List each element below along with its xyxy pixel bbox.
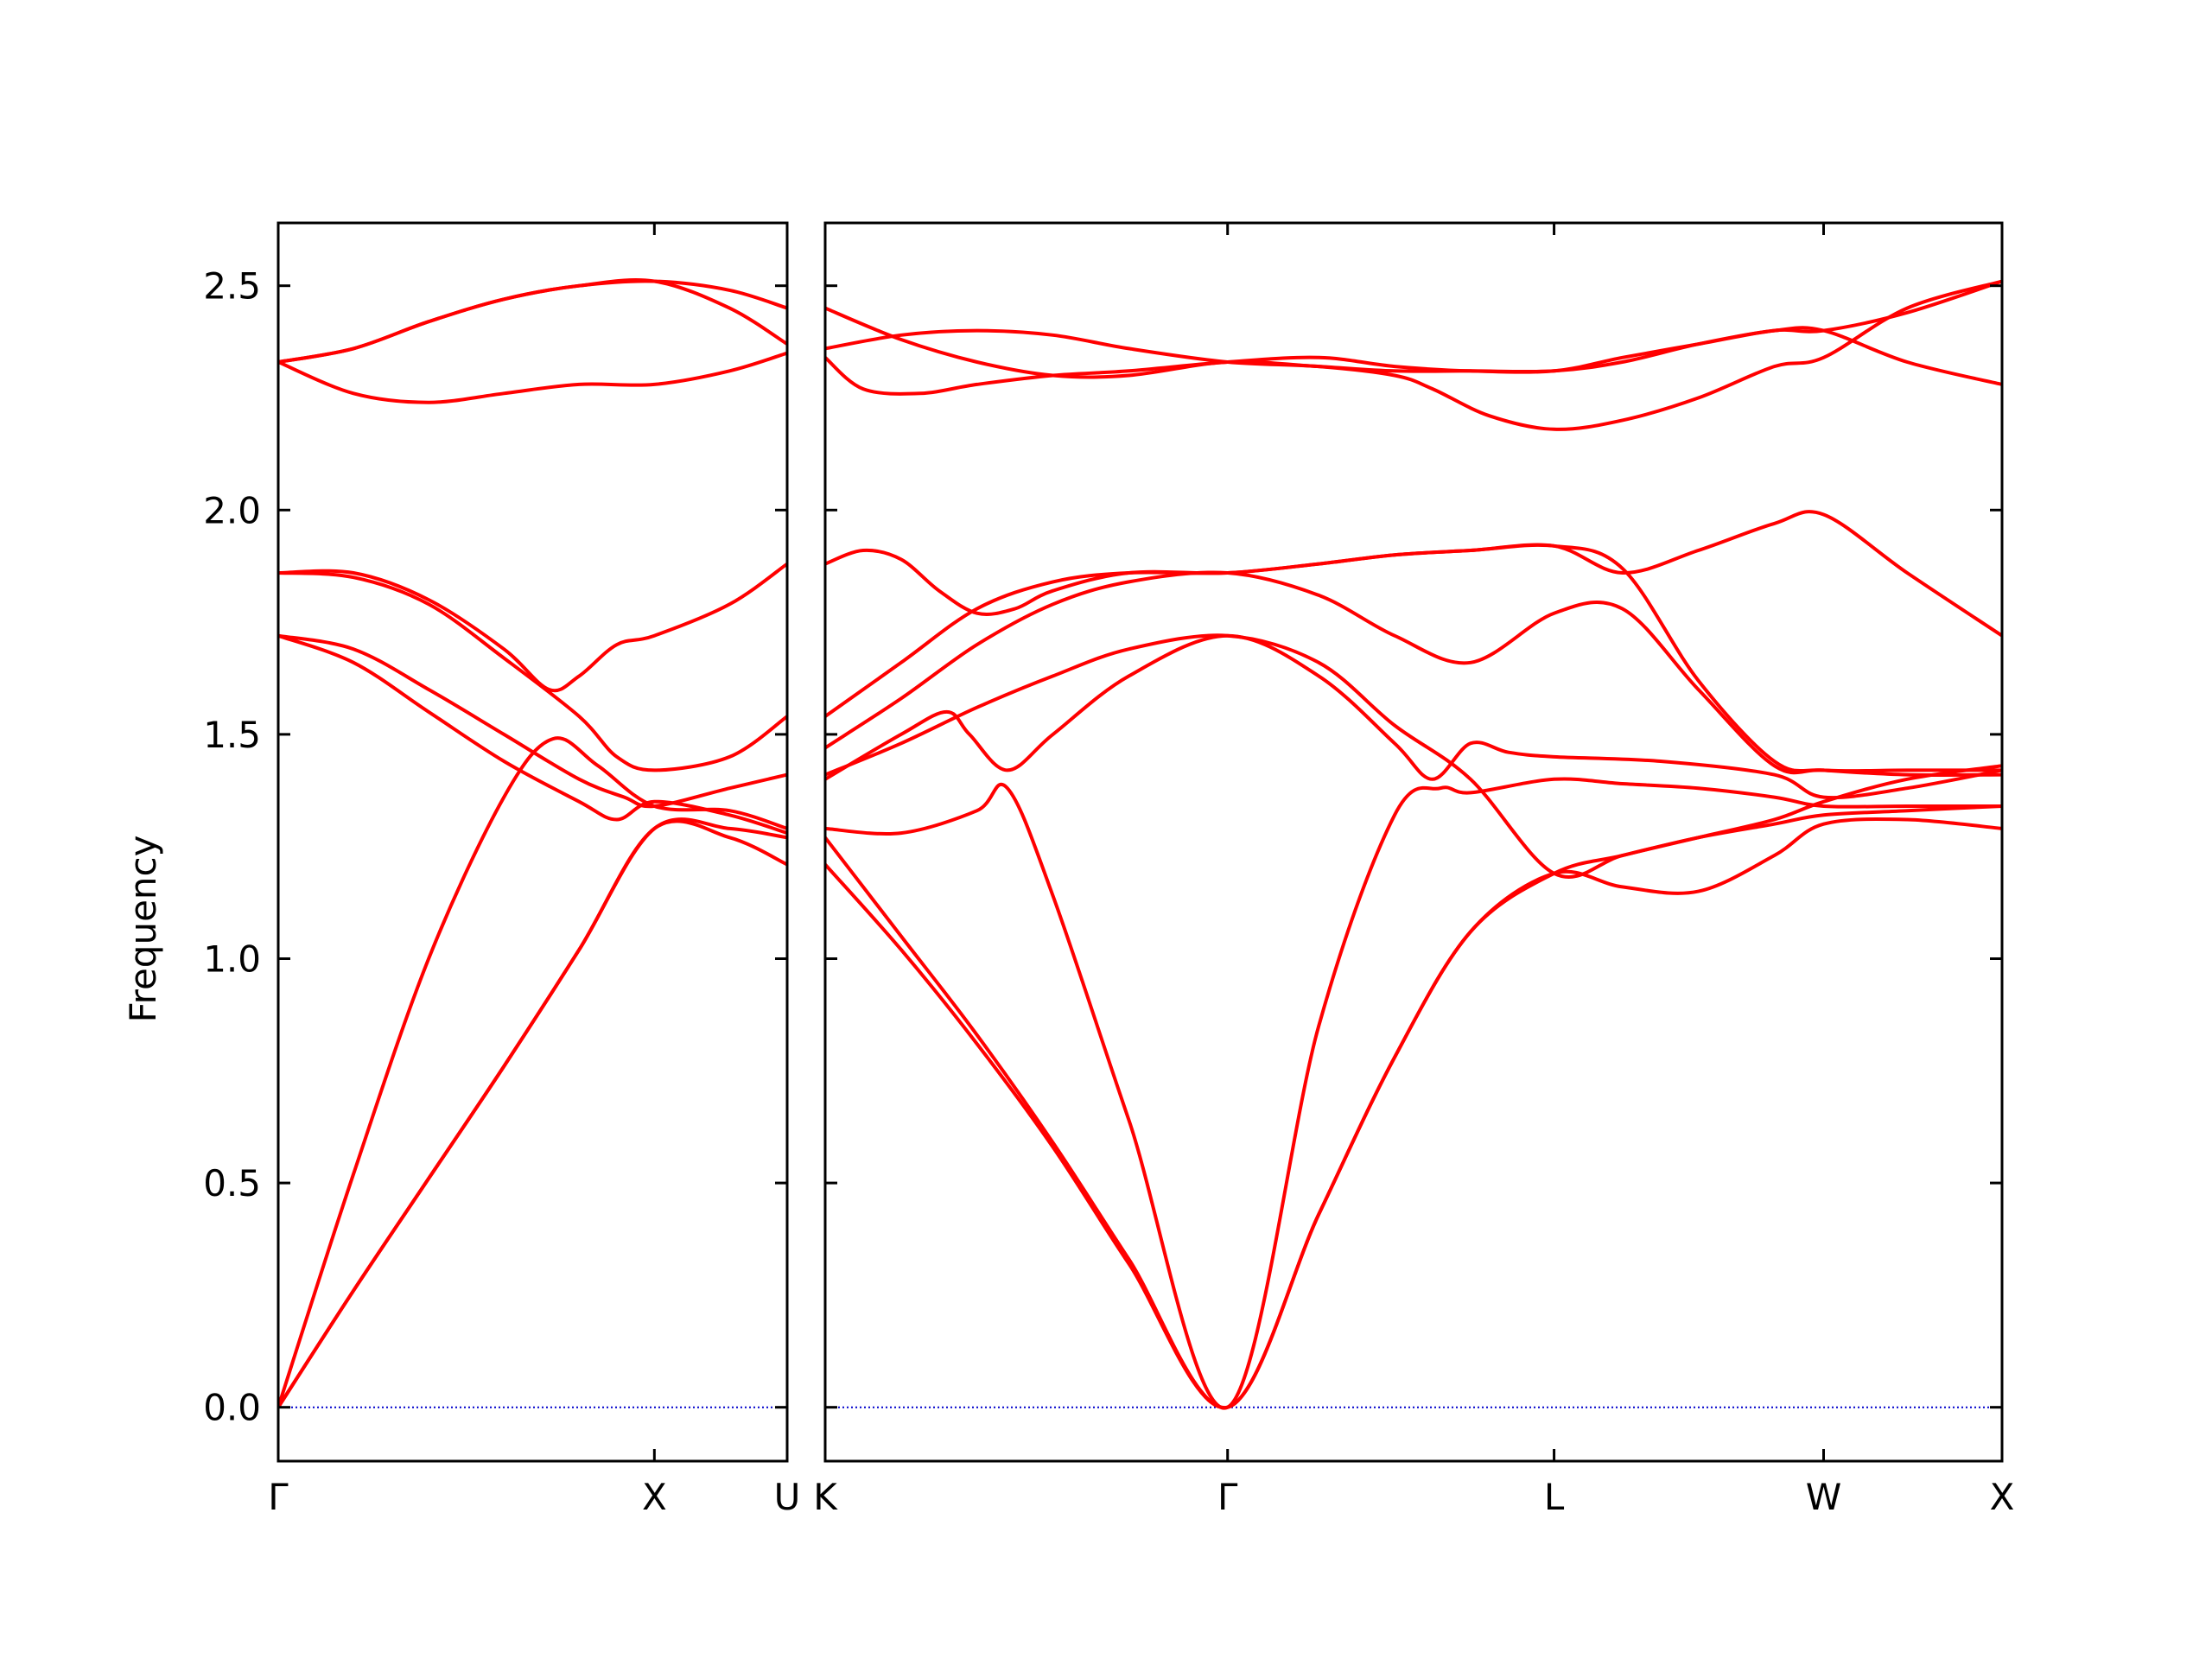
band-line-5 [825, 633, 2002, 879]
x-tick-label: Γ [268, 1476, 289, 1518]
band-line-7 [278, 562, 787, 693]
panel-1: 0.0 0.5 1.0 1.5 2.0 2.5 Γ X U [203, 221, 801, 1518]
y-tick-label: 1.0 [203, 938, 261, 980]
band-line-6 [278, 571, 787, 772]
band-line-10 [825, 306, 2002, 386]
x-tick-label: X [642, 1476, 667, 1518]
band-line-2 [278, 817, 787, 1408]
band-line-8 [278, 351, 787, 404]
panels-group: 0.0 0.5 1.0 1.5 2.0 2.5 Γ X U K Γ L W X [203, 221, 2015, 1518]
band-line-3 [825, 777, 2002, 1410]
band-line-4 [278, 633, 787, 836]
band-line-11 [825, 279, 2002, 431]
x-tick-label: X [1990, 1476, 2015, 1518]
band-line-1 [278, 819, 787, 1408]
band-line-5 [278, 633, 787, 809]
y-tick-label: 2.0 [203, 489, 261, 531]
y-tick-label: 1.5 [203, 714, 261, 756]
x-tick-label: L [1544, 1476, 1565, 1518]
y-axis-title: Frequency [122, 836, 164, 1023]
band-line-2 [825, 804, 2002, 1409]
series-group [825, 279, 2002, 1410]
plot-frame [823, 221, 2004, 1463]
band-line-3 [278, 736, 787, 1408]
series-group [278, 278, 787, 1408]
band-line-9 [825, 279, 2002, 396]
band-line-1 [825, 817, 2002, 1409]
band-line-4 [825, 633, 2002, 800]
x-tick-label: Γ [1217, 1476, 1238, 1518]
plot-frame [276, 221, 789, 1463]
y-tick-label: 0.5 [203, 1162, 261, 1205]
x-tick-label: U [774, 1476, 801, 1518]
y-tick-label: 0.0 [203, 1387, 261, 1429]
band-line-8 [825, 510, 2002, 638]
x-tick-label: W [1806, 1476, 1842, 1518]
band-line-6 [825, 570, 2002, 777]
x-tick-label: K [813, 1476, 838, 1518]
band-line-10 [278, 279, 787, 364]
y-tick-label: 2.5 [203, 265, 261, 308]
